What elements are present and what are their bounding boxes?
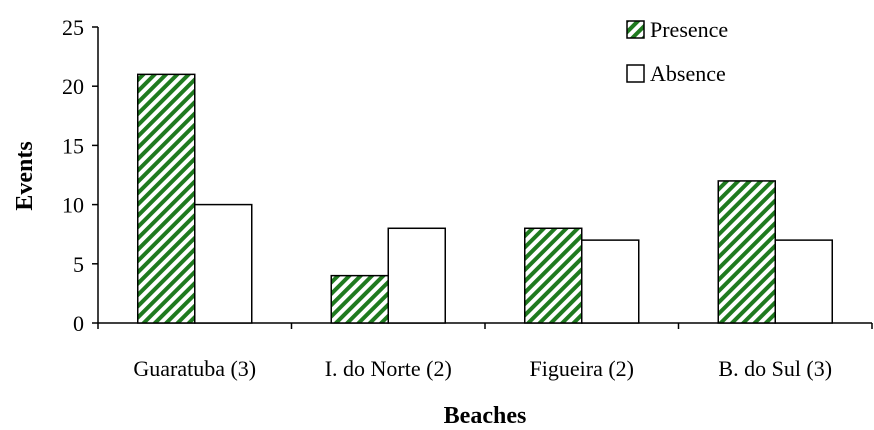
x-axis: Guaratuba (3) I. do Norte (2) Figueira (2)… [97, 322, 873, 381]
bar-absence [774, 239, 833, 324]
category-label: Guaratuba (3) [133, 356, 256, 381]
legend-label-absence: Absence [650, 61, 726, 86]
legend-label-presence: Presence [650, 17, 728, 42]
bar-presence [137, 73, 196, 324]
bars [137, 73, 833, 324]
category-label: Figueira (2) [530, 356, 634, 381]
y-tick-label: 15 [62, 133, 84, 158]
bar-presence [524, 227, 583, 324]
legend-swatch-absence [626, 64, 645, 83]
bar-presence [330, 274, 389, 324]
legend: Presence Absence [626, 17, 728, 86]
category-label: I. do Norte (2) [325, 356, 452, 381]
legend-swatch-presence [626, 20, 645, 39]
bar-presence [717, 180, 776, 324]
y-axis: 0 5 10 15 20 25 [62, 15, 99, 336]
bar-absence [194, 203, 253, 324]
y-tick-label: 5 [73, 252, 84, 277]
y-tick-label: 0 [73, 311, 84, 336]
bar-absence [581, 239, 640, 324]
y-tick-label: 10 [62, 193, 84, 218]
category-label: B. do Sul (3) [718, 356, 832, 381]
bar-absence [387, 227, 446, 324]
y-tick-label: 25 [62, 15, 84, 40]
x-axis-title: Beaches [444, 403, 527, 429]
y-axis-title: Events [12, 141, 38, 210]
y-tick-label: 20 [62, 74, 84, 99]
